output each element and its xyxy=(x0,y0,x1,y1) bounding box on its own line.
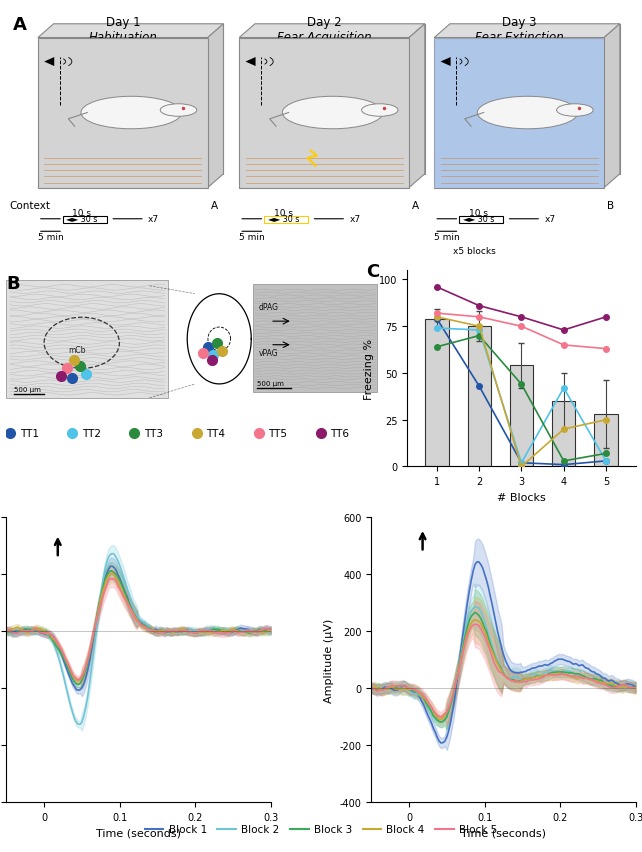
Text: A: A xyxy=(211,201,218,210)
Ellipse shape xyxy=(478,97,578,130)
Text: 10 s: 10 s xyxy=(73,209,91,218)
Text: ◄► 30 s: ◄► 30 s xyxy=(463,215,494,223)
Text: 500 µm: 500 µm xyxy=(14,387,41,393)
Text: TT5: TT5 xyxy=(268,429,287,439)
Text: x5 blocks: x5 blocks xyxy=(453,246,496,256)
Text: x7: x7 xyxy=(349,215,360,223)
Text: 500 µm: 500 µm xyxy=(257,381,284,387)
Text: 5 min: 5 min xyxy=(38,233,64,241)
Text: Day 3: Day 3 xyxy=(502,16,537,29)
X-axis label: Time (seconds): Time (seconds) xyxy=(96,827,181,838)
Polygon shape xyxy=(54,25,223,175)
Ellipse shape xyxy=(160,105,196,117)
Text: Day 1: Day 1 xyxy=(105,16,140,29)
Bar xyxy=(510,366,533,467)
Polygon shape xyxy=(255,25,425,175)
Text: ◄► 30 s: ◄► 30 s xyxy=(66,215,98,223)
Bar xyxy=(552,401,575,467)
Text: Fear Acquisition: Fear Acquisition xyxy=(277,31,372,44)
Y-axis label: Freezing %: Freezing % xyxy=(363,338,374,400)
Polygon shape xyxy=(450,25,620,175)
Polygon shape xyxy=(434,25,620,38)
Text: B: B xyxy=(607,201,614,210)
Text: A: A xyxy=(13,16,26,34)
Bar xyxy=(38,38,208,188)
Bar xyxy=(434,38,604,188)
X-axis label: Time (seconds): Time (seconds) xyxy=(461,827,546,838)
Y-axis label: Amplitude (μV): Amplitude (μV) xyxy=(324,618,334,702)
Polygon shape xyxy=(409,25,425,188)
Text: Day 2: Day 2 xyxy=(307,16,342,29)
Ellipse shape xyxy=(557,105,593,117)
Polygon shape xyxy=(604,25,620,188)
Text: TT1: TT1 xyxy=(20,429,39,439)
Text: mCb: mCb xyxy=(69,345,86,354)
Bar xyxy=(425,320,449,467)
Text: 5 min: 5 min xyxy=(239,233,265,241)
Bar xyxy=(239,38,409,188)
X-axis label: # Blocks: # Blocks xyxy=(497,492,546,502)
Ellipse shape xyxy=(81,97,182,130)
Text: ◄► 30 s: ◄► 30 s xyxy=(268,215,299,223)
Bar xyxy=(460,216,503,223)
Polygon shape xyxy=(38,25,223,38)
Text: TT2: TT2 xyxy=(82,429,101,439)
Polygon shape xyxy=(245,58,256,67)
Text: TT6: TT6 xyxy=(331,429,349,439)
Text: x7: x7 xyxy=(148,215,159,223)
Text: 5 min: 5 min xyxy=(434,233,460,241)
Polygon shape xyxy=(44,58,54,67)
Text: 10 s: 10 s xyxy=(274,209,293,218)
Text: Context: Context xyxy=(10,201,51,210)
Ellipse shape xyxy=(361,105,398,117)
Polygon shape xyxy=(440,58,451,67)
Text: B: B xyxy=(6,274,20,293)
Bar xyxy=(594,415,618,467)
Text: vPAG: vPAG xyxy=(259,348,279,357)
Bar xyxy=(265,216,308,223)
Bar xyxy=(434,38,604,188)
Bar xyxy=(467,327,490,467)
Text: TT3: TT3 xyxy=(144,429,163,439)
Text: TT4: TT4 xyxy=(206,429,225,439)
Polygon shape xyxy=(208,25,223,188)
Text: C: C xyxy=(366,263,379,281)
Polygon shape xyxy=(239,25,425,38)
Text: x7: x7 xyxy=(544,215,555,223)
Bar xyxy=(6,280,168,398)
Text: A: A xyxy=(412,201,419,210)
Ellipse shape xyxy=(282,97,383,130)
Text: Habituation: Habituation xyxy=(89,31,157,44)
Text: 10 s: 10 s xyxy=(469,209,488,218)
Legend: Block 1, Block 2, Block 3, Block 4, Block 5: Block 1, Block 2, Block 3, Block 4, Bloc… xyxy=(141,820,501,838)
Bar xyxy=(63,216,107,223)
Text: dPAG: dPAG xyxy=(259,303,279,312)
Bar xyxy=(253,285,377,393)
Text: Fear Extinction: Fear Extinction xyxy=(475,31,564,44)
